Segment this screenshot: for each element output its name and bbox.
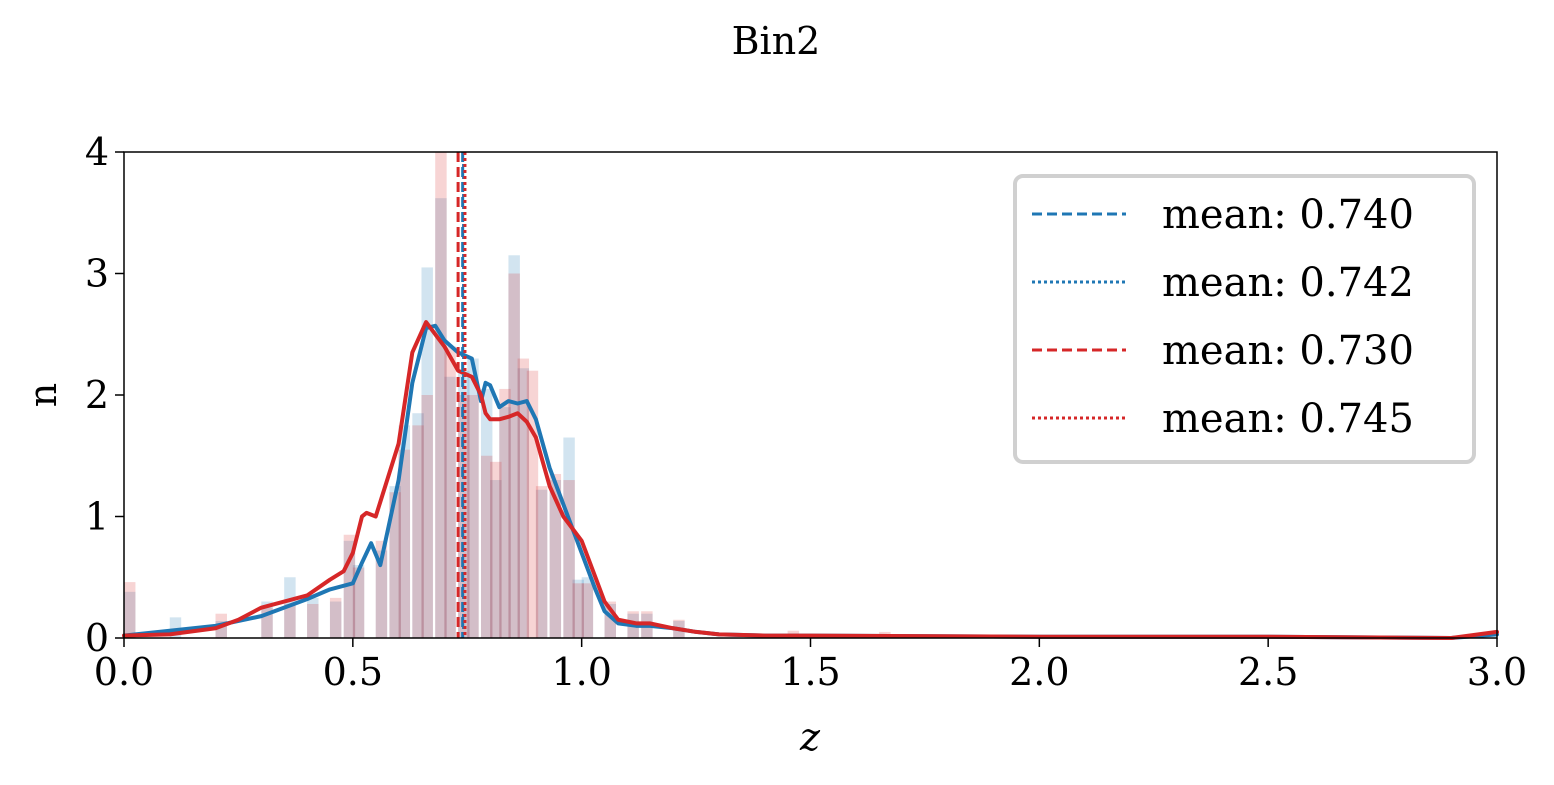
hist-bar-0-11 bbox=[398, 425, 411, 639]
y-tick-label: 2 bbox=[85, 373, 109, 417]
x-tick-label: 1.5 bbox=[780, 650, 840, 694]
legend-label-0: mean: 0.740 bbox=[1162, 192, 1414, 238]
hist-bar-0-7 bbox=[343, 540, 356, 638]
hist-bar-0-3 bbox=[261, 601, 273, 638]
hist-bar-1-12 bbox=[421, 395, 433, 638]
y-tick-label: 1 bbox=[85, 495, 109, 539]
hist-bar-1-2 bbox=[261, 607, 273, 639]
hist-bar-1-7 bbox=[352, 567, 365, 638]
hist-bar-0-27 bbox=[581, 577, 594, 638]
hist-bar-1-5 bbox=[329, 597, 342, 638]
y-tick-label: 0 bbox=[85, 616, 109, 660]
x-tick-label: 3.0 bbox=[1467, 650, 1527, 694]
hist-bar-1-6 bbox=[343, 534, 356, 638]
hist-bar-1-18 bbox=[490, 461, 502, 638]
hist-bar-0-6 bbox=[329, 601, 342, 638]
hist-bar-0-2 bbox=[215, 620, 227, 638]
plot-area bbox=[122, 152, 1499, 640]
x-axis-title: z bbox=[799, 715, 821, 759]
hist-bar-1-14 bbox=[444, 346, 456, 638]
hist-bar-0-20 bbox=[499, 407, 511, 638]
hist-bar-0-10 bbox=[389, 486, 401, 639]
hist-bar-1-20 bbox=[508, 273, 520, 638]
legend: mean: 0.740 mean: 0.742 mean: 0.730 mean: 0… bbox=[1013, 174, 1476, 464]
hist-bar-1-13 bbox=[435, 152, 447, 638]
hist-bar-1-19 bbox=[499, 388, 511, 638]
hist-bar-1-8 bbox=[375, 540, 388, 638]
hist-bar-1-24 bbox=[549, 473, 562, 638]
legend-label-1: mean: 0.742 bbox=[1162, 260, 1414, 306]
y-axis-title: n bbox=[21, 383, 65, 407]
x-tick-label: 1.0 bbox=[551, 650, 611, 694]
hist-bar-1-11 bbox=[412, 425, 424, 639]
hist-bar-0-18 bbox=[480, 388, 493, 638]
hist-bar-1-9 bbox=[389, 492, 401, 638]
hist-bar-1-16 bbox=[467, 395, 479, 638]
hist-bar-0-0 bbox=[124, 591, 136, 638]
hist-bar-0-22 bbox=[517, 368, 530, 638]
legend-label-3: mean: 0.745 bbox=[1162, 396, 1414, 442]
hist-bar-0-8 bbox=[352, 565, 365, 638]
hist-bar-0-23 bbox=[535, 489, 548, 638]
hist-bar-1-27 bbox=[581, 583, 594, 638]
legend-box bbox=[1013, 174, 1476, 464]
hist-bar-0-13 bbox=[421, 267, 433, 638]
chart-title: Bin2 bbox=[732, 19, 821, 63]
x-tick-label: 0.0 bbox=[94, 650, 154, 694]
hist-bar-0-26 bbox=[572, 579, 584, 638]
hist-bar-0-24 bbox=[549, 480, 562, 638]
x-tick-label: 0.5 bbox=[323, 650, 383, 694]
hist-bar-0-12 bbox=[412, 413, 424, 638]
hist-bar-0-15 bbox=[444, 376, 456, 638]
y-tick-label: 3 bbox=[85, 252, 109, 296]
hist-bar-0-28 bbox=[604, 603, 616, 638]
hist-bar-1-4 bbox=[307, 603, 319, 638]
hist-bar-0-17 bbox=[467, 358, 479, 638]
x-tick-label: 2.5 bbox=[1238, 650, 1298, 694]
hist-bar-0-1 bbox=[169, 617, 182, 638]
x-tick-label: 2.0 bbox=[1009, 650, 1069, 694]
hist-bar-1-22 bbox=[526, 370, 539, 638]
hist-bar-1-28 bbox=[604, 601, 616, 638]
hist-bar-1-21 bbox=[517, 358, 530, 638]
axis-ticks: 0.0 0.5 1.0 1.5 2.0 2.5 3.0 0 1 2 3 4 bbox=[85, 130, 1527, 694]
hist-bar-1-3 bbox=[284, 603, 296, 638]
hist-bar-0-25 bbox=[563, 437, 575, 638]
hist-bar-1-23 bbox=[535, 486, 548, 639]
hist-bar-0-21 bbox=[508, 255, 520, 638]
hist-bar-0-5 bbox=[307, 597, 319, 638]
legend-label-2: mean: 0.730 bbox=[1162, 328, 1414, 374]
hist-bar-1-10 bbox=[398, 449, 411, 638]
hist-bar-1-17 bbox=[480, 455, 493, 638]
hist-bar-0-19 bbox=[490, 480, 502, 638]
kde-line-1 bbox=[122, 320, 1499, 640]
hist-bar-1-26 bbox=[572, 583, 584, 638]
hist-bar-1-25 bbox=[563, 480, 575, 638]
y-tick-label: 4 bbox=[85, 130, 109, 174]
hist-bar-1-0 bbox=[124, 582, 136, 638]
hist-bar-0-14 bbox=[435, 198, 447, 639]
hist-bar-0-9 bbox=[375, 550, 388, 638]
